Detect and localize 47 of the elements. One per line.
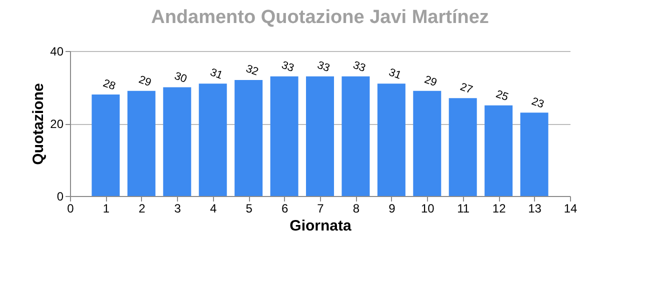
x-tick-label: 5 — [246, 202, 253, 216]
bar — [342, 76, 370, 196]
bar — [484, 105, 513, 196]
x-axis-title: Giornata — [290, 218, 352, 234]
bar — [448, 98, 477, 196]
data-label: 29 — [422, 74, 438, 90]
x-tick-label: 3 — [174, 202, 182, 216]
data-label: 30 — [172, 70, 188, 86]
x-tick-label: 2 — [138, 202, 146, 216]
x-tick-label: 6 — [281, 202, 288, 216]
x-tick-label: 0 — [67, 202, 74, 216]
data-label: 33 — [351, 59, 367, 75]
data-label: 27 — [458, 80, 474, 96]
bar — [198, 84, 227, 196]
x-tick-label: 12 — [492, 202, 506, 216]
chart-title: Andamento Quotazione Javi Martínez — [151, 7, 489, 28]
x-tick-label: 4 — [210, 202, 218, 216]
x-tick-label: 13 — [528, 202, 542, 216]
bar — [306, 76, 334, 196]
data-label: 33 — [280, 59, 296, 75]
x-tick-label: 9 — [388, 202, 396, 216]
bar — [377, 84, 406, 196]
y-tick-label: 0 — [56, 190, 64, 204]
data-label: 25 — [494, 88, 510, 104]
data-label: 31 — [208, 66, 224, 82]
x-tick-label: 8 — [352, 202, 360, 216]
x-tick-label: 1 — [102, 202, 110, 216]
x-tick-label: 7 — [317, 202, 324, 216]
data-label: 28 — [101, 77, 117, 93]
x-tick-label: 14 — [564, 202, 578, 216]
x-tick-label: 11 — [457, 202, 470, 216]
bar — [127, 90, 156, 196]
bar — [520, 112, 548, 196]
x-tick-label: 10 — [420, 202, 435, 216]
y-tick-label: 20 — [50, 117, 64, 131]
bar — [92, 94, 120, 196]
data-label: 29 — [137, 74, 153, 90]
y-tick-label: 40 — [50, 44, 64, 58]
bar — [413, 90, 442, 196]
data-label: 31 — [387, 66, 403, 82]
data-label: 32 — [244, 62, 260, 78]
data-label: 33 — [316, 59, 332, 75]
bar — [163, 87, 192, 196]
bar — [234, 80, 263, 196]
bar — [270, 76, 298, 196]
data-label: 23 — [530, 95, 546, 111]
y-axis-title: Quotazione — [30, 83, 48, 165]
